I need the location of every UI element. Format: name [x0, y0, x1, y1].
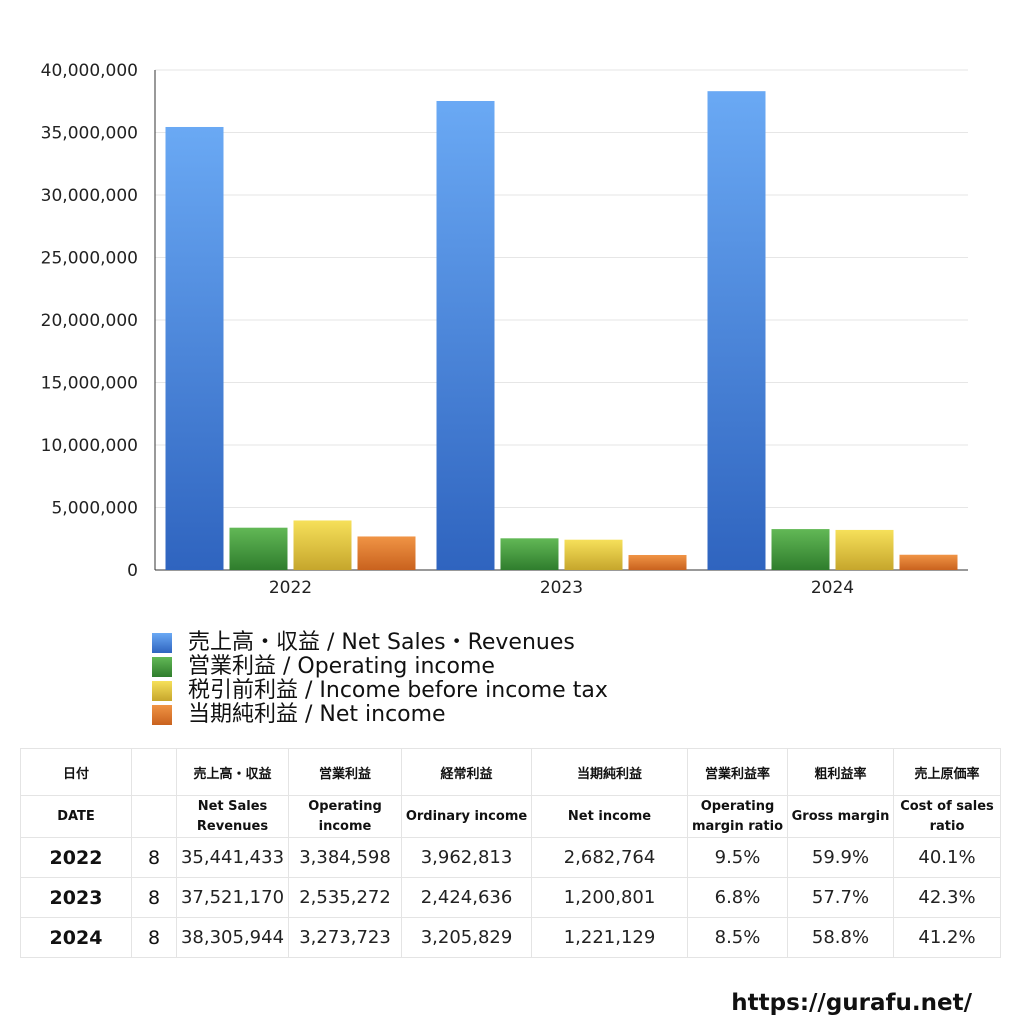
- cell-net-income: 1,221,129: [531, 917, 688, 958]
- cell-cost-ratio: 41.2%: [893, 917, 1001, 958]
- header-date-jp: 日付: [20, 748, 132, 796]
- cell-operating-income: 3,384,598: [288, 837, 402, 878]
- legend-item-net-income: 当期純利益 / Net income: [152, 703, 608, 727]
- bar-net-income-2024: [899, 554, 958, 570]
- y-tick-label: 20,000,000: [41, 311, 138, 331]
- cell-ordinary-income: 2,424,636: [401, 877, 532, 918]
- legend-label-net-sales: 売上高・収益 / Net Sales・Revenues: [188, 630, 575, 655]
- financial-data-table: 日付 売上高・収益 営業利益 経常利益 当期純利益 営業利益率 粗利益率 売上原…: [20, 748, 1001, 958]
- table-header-row-jp: 日付 売上高・収益 営業利益 経常利益 当期純利益 営業利益率 粗利益率 売上原…: [20, 748, 1001, 796]
- cell-operating-margin: 6.8%: [687, 877, 788, 918]
- header-gross-margin-en: Gross margin: [787, 795, 894, 838]
- cell-year: 2024: [20, 917, 132, 958]
- legend-item-income-before-tax: 税引前利益 / Income before income tax: [152, 679, 608, 703]
- header-cost-ratio-en: Cost of sales ratio: [893, 795, 1001, 838]
- header-operating-margin-en: Operating margin ratio: [687, 795, 788, 838]
- header-operating-income-en: Operating income: [288, 795, 402, 838]
- table-row: 2023 8 37,521,170 2,535,272 2,424,636 1,…: [20, 877, 1001, 918]
- y-tick-label: 15,000,000: [41, 374, 138, 394]
- x-tick-label: 2023: [540, 578, 583, 598]
- cell-month: 8: [131, 837, 177, 878]
- header-operating-margin-jp: 営業利益率: [687, 748, 788, 796]
- bar-chart: 0 5,000,000 10,000,000 15,000,000 20,000,000…: [41, 61, 968, 598]
- legend-label-net-income: 当期純利益 / Net income: [188, 702, 446, 727]
- header-cost-ratio-jp: 売上原価率: [893, 748, 1001, 796]
- x-tick-label: 2024: [811, 578, 854, 598]
- cell-net-income: 2,682,764: [531, 837, 688, 878]
- bar-income-before-tax-2024: [835, 529, 894, 570]
- header-net-sales-jp: 売上高・収益: [176, 748, 289, 796]
- header-gross-margin-jp: 粗利益率: [787, 748, 894, 796]
- table-header-row-en: DATE Net Sales Revenues Operating income…: [20, 795, 1001, 838]
- y-tick-label: 35,000,000: [41, 124, 138, 144]
- bar-net-sales-2023: [436, 100, 495, 570]
- table-row: 2024 8 38,305,944 3,273,723 3,205,829 1,…: [20, 917, 1001, 958]
- legend-swatch-net-income: [152, 705, 172, 725]
- y-tick-label: 0: [127, 561, 138, 581]
- bar-operating-income-2023: [500, 538, 559, 570]
- legend-item-operating-income: 営業利益 / Operating income: [152, 655, 608, 679]
- legend-item-net-sales: 売上高・収益 / Net Sales・Revenues: [152, 631, 608, 655]
- site-url[interactable]: https://gurafu.net/: [731, 990, 972, 1016]
- cell-month: 8: [131, 877, 177, 918]
- header-month-jp: [131, 748, 177, 796]
- cell-year: 2022: [20, 837, 132, 878]
- y-tick-label: 5,000,000: [51, 499, 138, 519]
- bar-income-before-tax-2023: [564, 539, 623, 570]
- cell-gross-margin: 59.9%: [787, 837, 894, 878]
- bar-net-sales-2022: [165, 126, 224, 570]
- y-tick-label: 10,000,000: [41, 436, 138, 456]
- cell-net-income: 1,200,801: [531, 877, 688, 918]
- bar-operating-income-2022: [229, 527, 288, 570]
- cell-net-sales: 38,305,944: [176, 917, 289, 958]
- cell-ordinary-income: 3,962,813: [401, 837, 532, 878]
- header-operating-income-jp: 営業利益: [288, 748, 402, 796]
- cell-year: 2023: [20, 877, 132, 918]
- y-tick-label: 40,000,000: [41, 61, 138, 81]
- bar-net-sales-2024: [707, 91, 766, 571]
- header-ordinary-income-en: Ordinary income: [401, 795, 532, 838]
- header-ordinary-income-jp: 経常利益: [401, 748, 532, 796]
- header-month-en: [131, 795, 177, 838]
- chart-legend: 売上高・収益 / Net Sales・Revenues 営業利益 / Opera…: [152, 631, 608, 727]
- bar-net-income-2022: [357, 536, 416, 570]
- header-net-income-jp: 当期純利益: [531, 748, 688, 796]
- cell-net-sales: 35,441,433: [176, 837, 289, 878]
- cell-gross-margin: 58.8%: [787, 917, 894, 958]
- bar-operating-income-2024: [771, 529, 830, 570]
- cell-net-sales: 37,521,170: [176, 877, 289, 918]
- legend-swatch-net-sales: [152, 633, 172, 653]
- cell-cost-ratio: 40.1%: [893, 837, 1001, 878]
- cell-gross-margin: 57.7%: [787, 877, 894, 918]
- cell-operating-margin: 8.5%: [687, 917, 788, 958]
- bar-income-before-tax-2022: [293, 520, 352, 570]
- header-date-en: DATE: [20, 795, 132, 838]
- x-tick-label: 2022: [269, 578, 312, 598]
- cell-operating-margin: 9.5%: [687, 837, 788, 878]
- cell-cost-ratio: 42.3%: [893, 877, 1001, 918]
- header-net-sales-en: Net Sales Revenues: [176, 795, 289, 838]
- legend-label-income-before-tax: 税引前利益 / Income before income tax: [188, 678, 608, 703]
- y-tick-label: 25,000,000: [41, 249, 138, 269]
- cell-month: 8: [131, 917, 177, 958]
- legend-swatch-income-before-tax: [152, 681, 172, 701]
- legend-label-operating-income: 営業利益 / Operating income: [188, 654, 495, 679]
- cell-operating-income: 2,535,272: [288, 877, 402, 918]
- y-tick-label: 30,000,000: [41, 186, 138, 206]
- header-net-income-en: Net income: [531, 795, 688, 838]
- bar-net-income-2023: [628, 554, 687, 570]
- cell-ordinary-income: 3,205,829: [401, 917, 532, 958]
- cell-operating-income: 3,273,723: [288, 917, 402, 958]
- legend-swatch-operating-income: [152, 657, 172, 677]
- table-row: 2022 8 35,441,433 3,384,598 3,962,813 2,…: [20, 837, 1001, 878]
